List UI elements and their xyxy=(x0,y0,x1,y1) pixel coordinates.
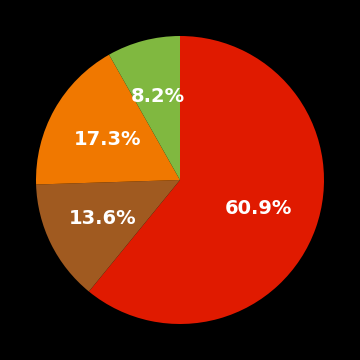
Text: 17.3%: 17.3% xyxy=(73,130,141,149)
Text: 13.6%: 13.6% xyxy=(69,209,136,228)
Text: 8.2%: 8.2% xyxy=(131,87,185,106)
Wedge shape xyxy=(36,55,180,185)
Wedge shape xyxy=(109,36,180,180)
Text: 60.9%: 60.9% xyxy=(225,199,292,217)
Wedge shape xyxy=(89,36,324,324)
Wedge shape xyxy=(36,180,180,292)
